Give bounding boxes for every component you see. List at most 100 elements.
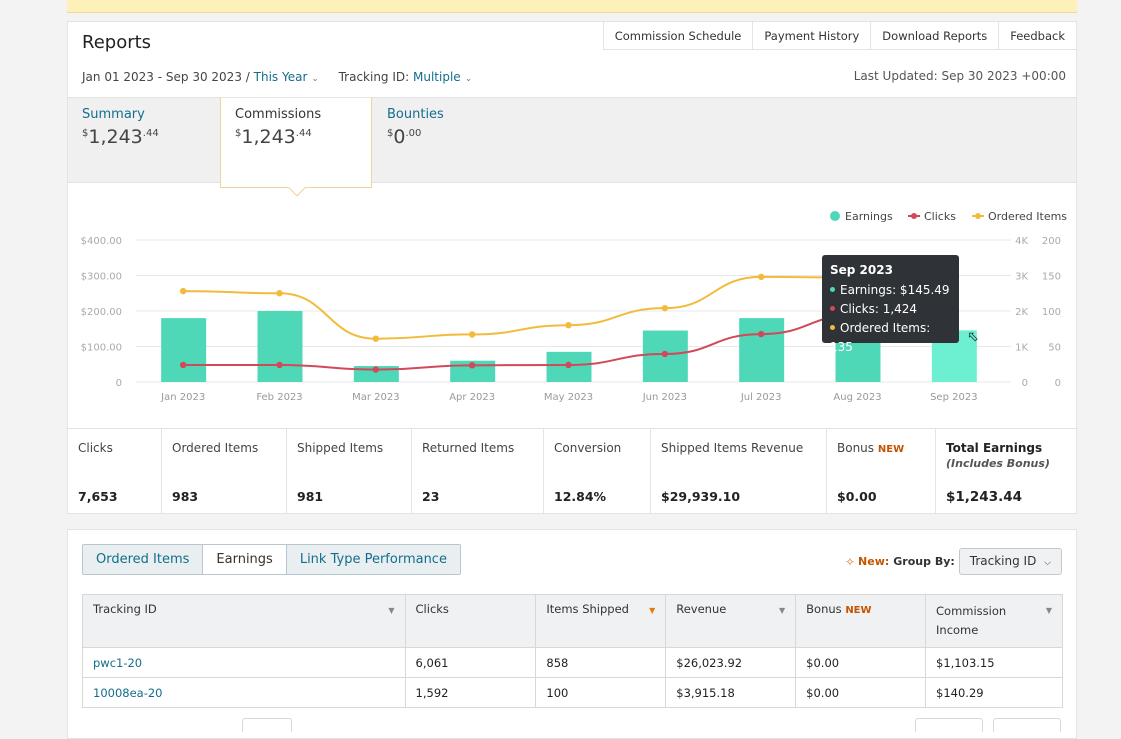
y-right-inner-tick-label: 50 xyxy=(1048,343,1061,354)
new-label: New: xyxy=(858,555,890,568)
x-tick-label: Aug 2023 xyxy=(833,392,881,403)
table-row: pwc1-20 6,061 858 $26,023.92 $0.00 $1,10… xyxy=(82,647,1063,678)
y-left-tick-label: $200.00 xyxy=(81,307,122,318)
y-right-inner-tick-label: 100 xyxy=(1042,307,1061,318)
new-badge: NEW xyxy=(845,605,872,616)
x-tick-label: Jul 2023 xyxy=(740,392,782,403)
bar-earnings xyxy=(739,318,785,382)
y-left-tick-label: $400.00 xyxy=(81,236,122,247)
x-tick-label: Mar 2023 xyxy=(352,392,400,403)
feedback-link[interactable]: Feedback xyxy=(998,22,1076,50)
period-dropdown[interactable]: This Year ⌄ xyxy=(253,70,319,84)
tab-link-type-performance[interactable]: Link Type Performance xyxy=(286,545,460,574)
pagination-control[interactable] xyxy=(242,718,292,732)
tooltip-title: Sep 2023 xyxy=(830,263,893,277)
x-tick-label: Sep 2023 xyxy=(930,392,977,403)
y-right-inner-tick-label: 200 xyxy=(1042,236,1061,247)
ordered-items-point xyxy=(276,290,283,297)
sort-icon: ▼ xyxy=(649,606,656,615)
legend-label: Ordered Items xyxy=(988,210,1067,223)
clicks-point xyxy=(757,330,765,338)
y-right-outer-tick-label: 4K xyxy=(1015,236,1028,247)
group-by-select[interactable]: Tracking ID ⌵ xyxy=(958,548,1062,575)
header-revenue[interactable]: Revenue ▼ xyxy=(665,594,797,648)
commission-schedule-link[interactable]: Commission Schedule xyxy=(602,22,753,50)
header-bonus[interactable]: Bonus NEW xyxy=(795,594,927,648)
tracking-id-link[interactable]: 10008ea-20 xyxy=(93,685,163,700)
clicks-point xyxy=(276,361,283,369)
tracking-id-dropdown[interactable]: Multiple ⌄ xyxy=(413,70,473,84)
clicks-point xyxy=(661,350,669,358)
stat-shipped-items: Shipped Items 981 xyxy=(287,429,412,514)
ordered-items-point xyxy=(372,335,380,342)
tab-ordered-items[interactable]: Ordered Items xyxy=(83,545,204,574)
ordered-items-point xyxy=(757,273,765,281)
stat-label: Shipped Items xyxy=(297,441,384,455)
tab-earnings[interactable]: Earnings xyxy=(203,545,287,574)
x-tick-label: Apr 2023 xyxy=(449,392,495,403)
stat-shipped-revenue: Shipped Items Revenue $29,939.10 xyxy=(651,429,827,514)
x-tick-label: Feb 2023 xyxy=(256,392,302,403)
tracking-id-link[interactable]: pwc1-20 xyxy=(93,655,143,670)
stat-ordered-items: Ordered Items 983 xyxy=(162,429,287,514)
tooltip-clicks: Clicks: 1,424 xyxy=(830,300,951,319)
tab-commissions[interactable]: Commissions $1,243.44 xyxy=(220,98,372,197)
stat-label: Total Earnings (Includes Bonus) xyxy=(946,441,1050,470)
header-items-shipped[interactable]: Items Shipped ▼ xyxy=(535,594,667,648)
pager-button[interactable] xyxy=(915,718,983,732)
legend-swatch xyxy=(975,213,981,219)
ordered-items-point xyxy=(565,322,572,329)
bar-earnings xyxy=(161,318,207,382)
x-tick-label: May 2023 xyxy=(544,392,593,403)
chevron-down-icon: ⌵ xyxy=(1044,558,1051,568)
fire-icon: ✧ xyxy=(844,554,856,569)
tab-bounties-label: Bounties xyxy=(387,107,444,122)
stat-value: 983 xyxy=(172,489,199,504)
y-right-outer-tick-label: 0 xyxy=(1022,378,1028,389)
tracking-id-label: Tracking ID: xyxy=(338,70,410,84)
y-left-tick-label: $100.00 xyxy=(81,343,122,354)
table-panel: Ordered Items Earnings Link Type Perform… xyxy=(67,529,1077,739)
pager-button[interactable] xyxy=(993,718,1061,732)
stat-value: $29,939.10 xyxy=(661,489,741,504)
notice-banner xyxy=(67,0,1077,13)
tab-commissions-label: Commissions xyxy=(235,107,322,122)
legend-swatch xyxy=(911,213,917,219)
sort-icon: ▼ xyxy=(779,606,786,615)
stat-label: Shipped Items Revenue xyxy=(661,441,804,455)
ordered-items-point xyxy=(468,331,476,338)
bounties-amount: $0.00 xyxy=(387,126,422,148)
ordered-items-point xyxy=(179,287,187,295)
clicks-point xyxy=(468,362,476,369)
stat-value: $1,243.44 xyxy=(946,489,1023,505)
group-by-label: Group By: xyxy=(893,555,955,568)
payment-history-link[interactable]: Payment History xyxy=(752,22,871,50)
stat-value: 23 xyxy=(422,489,440,504)
tab-summary[interactable]: Summary $1,243.44 xyxy=(68,98,218,188)
stats-row: Clicks 7,653 Ordered Items 983 Shipped I… xyxy=(68,428,1076,514)
y-right-inner-tick-label: 0 xyxy=(1055,378,1061,389)
stat-label: Returned Items xyxy=(422,441,515,455)
y-right-inner-tick-label: 150 xyxy=(1042,272,1061,283)
header-clicks[interactable]: Clicks xyxy=(404,594,537,648)
chart-tooltip: Sep 2023 Earnings: $145.49 Clicks: 1,424… xyxy=(822,255,959,354)
tab-bounties[interactable]: Bounties $0.00 xyxy=(373,98,523,188)
stat-clicks: Clicks 7,653 xyxy=(68,429,162,514)
stat-bonus: Bonus NEW $0.00 xyxy=(827,429,936,514)
earnings-table: Tracking ID ▼ Clicks Items Shipped ▼ Reven… xyxy=(82,594,1063,708)
group-by: ✧ New: Group By: Tracking ID ⌵ xyxy=(845,548,1062,575)
stat-conversion: Conversion 12.84% xyxy=(544,429,651,514)
legend-label: Clicks xyxy=(924,210,956,223)
legend-label: Earnings xyxy=(845,210,893,223)
header-tracking-id[interactable]: Tracking ID ▼ xyxy=(82,594,406,648)
download-reports-link[interactable]: Download Reports xyxy=(870,22,999,50)
mouse-cursor-icon: ⬁ xyxy=(967,329,979,345)
y-left-tick-label: 0 xyxy=(116,378,122,389)
clicks-point xyxy=(179,361,187,369)
new-badge: NEW xyxy=(877,444,905,455)
stat-value: 7,653 xyxy=(78,489,118,504)
legend-swatch xyxy=(830,211,840,221)
stat-value: 981 xyxy=(297,489,324,504)
y-left-tick-label: $300.00 xyxy=(81,272,122,283)
header-commission-income[interactable]: Commission Income ▼ xyxy=(925,594,1063,648)
